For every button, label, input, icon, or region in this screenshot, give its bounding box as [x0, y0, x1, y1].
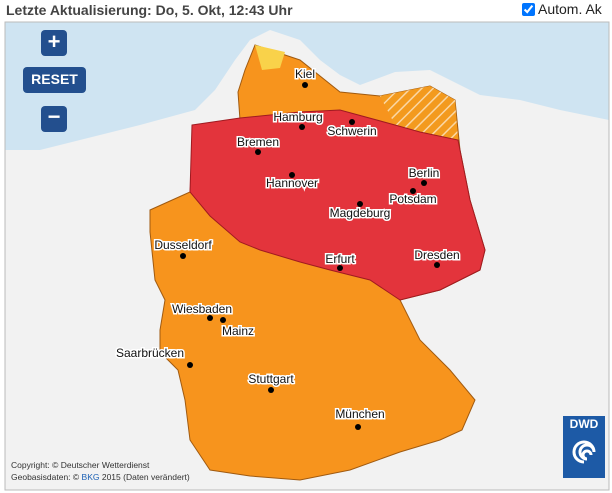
city-label: Bremen [237, 135, 279, 149]
city-marker [180, 253, 186, 259]
zoom-out-button[interactable]: − [41, 104, 67, 132]
city-marker [268, 387, 274, 393]
city-label: Stuttgart [248, 372, 294, 386]
city-marker [410, 188, 416, 194]
city-label: Erfurt [325, 252, 355, 266]
city-marker [220, 317, 226, 323]
region-red [189, 109, 486, 301]
city-label: Berlin [409, 166, 440, 180]
city-marker [255, 149, 261, 155]
geodata-line: Geobasisdaten: © BKG 2015 (Daten verände… [11, 472, 190, 482]
city-label: München [335, 407, 384, 421]
map-frame [4, 21, 610, 491]
reset-label: RESET [31, 71, 78, 87]
region-yellow [255, 45, 285, 70]
zoom-out-label: − [48, 104, 61, 129]
city-label: Potsdam [389, 192, 436, 206]
geodata-prefix: Geobasisdaten: © [11, 472, 82, 482]
city-marker [289, 172, 295, 178]
reset-button[interactable]: RESET [23, 67, 86, 93]
copyright-line: Copyright: © Deutscher Wetterdienst [11, 460, 150, 470]
zoom-in-button[interactable]: + [41, 29, 67, 56]
zoom-in-label: + [48, 29, 61, 54]
city-marker [207, 315, 213, 321]
geodata-suffix: 2015 (Daten verändert) [99, 472, 189, 482]
city-label: Wiesbaden [172, 302, 232, 316]
city-label: Schwerin [327, 124, 376, 138]
city-marker [434, 262, 440, 268]
city-marker [355, 424, 361, 430]
auto-checkbox[interactable] [522, 3, 535, 16]
city-label: Saarbrücken [116, 346, 184, 360]
region-hatched [380, 86, 458, 140]
update-title: Letzte Aktualisierung: Do, 5. Okt, 12:43… [6, 2, 293, 18]
city-marker [337, 265, 343, 271]
bkg-link[interactable]: BKG [82, 472, 100, 482]
city-label: Dusseldorf [154, 238, 212, 252]
city-marker [187, 362, 193, 368]
sea [5, 22, 609, 150]
city-marker [421, 180, 427, 186]
logo-text: DWD [570, 417, 599, 431]
auto-label: Autom. Ak [538, 1, 602, 17]
city-label: Mainz [222, 324, 254, 338]
city-marker [357, 201, 363, 207]
city-marker [349, 119, 355, 125]
map-area[interactable] [5, 22, 609, 490]
dwd-logo[interactable]: DWD [563, 416, 605, 478]
auto-refresh[interactable]: Autom. Ak [522, 1, 602, 17]
city-label: Hannover [266, 176, 318, 190]
city-label: Magdeburg [330, 206, 391, 220]
city-label: Dresden [414, 248, 459, 262]
city-marker [302, 82, 308, 88]
city-marker [299, 124, 305, 130]
city-label: Hamburg [273, 110, 322, 124]
city-label: Kiel [295, 67, 315, 81]
